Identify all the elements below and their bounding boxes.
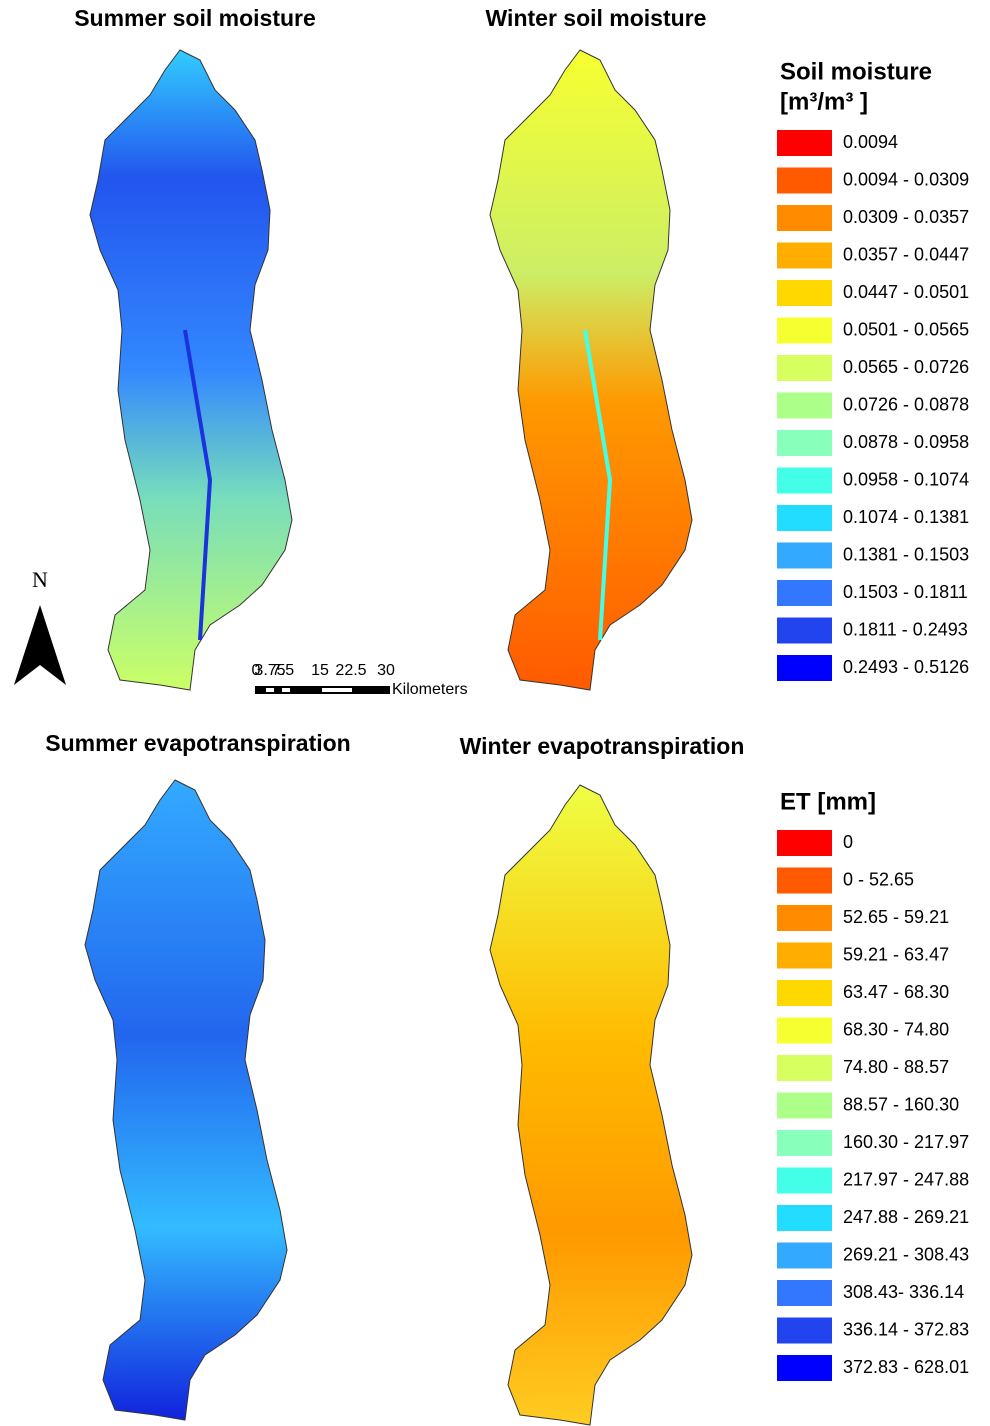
scale-label: 15 xyxy=(311,662,329,679)
legend-label: 0.0094 - 0.0309 xyxy=(843,169,969,189)
legend-label: 0.0357 - 0.0447 xyxy=(843,244,969,264)
legend-swatch xyxy=(777,280,832,306)
scale-unit: Kilometers xyxy=(392,681,468,698)
legend-label: 269.21 - 308.43 xyxy=(843,1244,969,1264)
legend-label: 0.2493 - 0.5126 xyxy=(843,657,969,677)
panel-title: Winter soil moisture xyxy=(486,5,707,31)
legend-label: 0.1381 - 0.1503 xyxy=(843,544,969,564)
legend-swatch xyxy=(777,1130,832,1156)
legend-swatch xyxy=(777,980,832,1006)
legend-label: 308.43- 336.14 xyxy=(843,1282,964,1302)
legend-label: 0.0309 - 0.0357 xyxy=(843,207,969,227)
legend-swatch xyxy=(777,617,832,644)
legend-swatch xyxy=(777,430,832,456)
legend-swatch xyxy=(777,1017,832,1044)
legend-label: 0 - 52.65 xyxy=(843,869,914,889)
legend-label: 0.0094 xyxy=(843,132,898,152)
basin-map xyxy=(84,779,288,1421)
legend-swatch xyxy=(777,242,832,269)
legend-swatch xyxy=(777,505,832,531)
river xyxy=(583,329,613,641)
panel-title: Summer evapotranspiration xyxy=(45,730,350,756)
scale-label: 30 xyxy=(377,662,395,679)
north-arrow xyxy=(14,605,66,685)
scale-label: 22.5 xyxy=(335,662,366,679)
legend-label: 52.65 - 59.21 xyxy=(843,907,949,927)
scale-label: 7.5 xyxy=(272,662,294,679)
legend-swatch xyxy=(777,1055,832,1081)
legend-label: 0.0726 - 0.0878 xyxy=(843,394,969,414)
legend-swatch xyxy=(777,1280,832,1306)
legend-swatch xyxy=(777,1167,832,1194)
scale-bar xyxy=(255,686,390,694)
panel-title: Winter evapotranspiration xyxy=(460,733,745,759)
legend-label: 217.97 - 247.88 xyxy=(843,1169,969,1189)
legend-label: 0 xyxy=(843,832,853,852)
legend-subtitle: [m³/m³ ] xyxy=(780,88,868,115)
legend-swatch xyxy=(777,542,832,569)
river xyxy=(183,329,213,641)
legend-title: ET [mm] xyxy=(780,788,876,815)
legend-swatch xyxy=(777,1242,832,1269)
legend-swatch xyxy=(777,830,832,856)
legend-swatch xyxy=(777,467,832,494)
legend-label: 247.88 - 269.21 xyxy=(843,1207,969,1227)
legend-swatch xyxy=(777,130,832,156)
legend-swatch xyxy=(777,167,832,194)
legend-swatch xyxy=(777,355,832,381)
legend-label: 0.1811 - 0.2493 xyxy=(843,619,968,639)
legend-label: 372.83 - 628.01 xyxy=(843,1357,969,1377)
legend-label: 0.1503 - 0.1811 xyxy=(843,582,968,602)
legend-swatch xyxy=(777,1355,832,1381)
legend-label: 0.0447 - 0.0501 xyxy=(843,282,969,302)
legend-swatch xyxy=(777,205,832,231)
basin-map xyxy=(489,784,693,1426)
legend-swatch xyxy=(777,905,832,931)
legend-label: 0.0878 - 0.0958 xyxy=(843,432,969,452)
scale-label: 0 xyxy=(252,662,261,679)
legend-label: 0.1074 - 0.1381 xyxy=(843,507,969,527)
legend-label: 336.14 - 372.83 xyxy=(843,1319,969,1339)
legend-swatch xyxy=(777,1317,832,1344)
legend-label: 74.80 - 88.57 xyxy=(843,1057,949,1077)
legend-label: 0.0501 - 0.0565 xyxy=(843,319,969,339)
legend-swatch xyxy=(777,1092,832,1119)
legend-swatch xyxy=(777,392,832,419)
north-label: N xyxy=(32,567,48,592)
legend-swatch xyxy=(777,580,832,606)
legend-swatch xyxy=(777,867,832,894)
legend-swatch xyxy=(777,317,832,344)
panel-title: Summer soil moisture xyxy=(74,5,316,31)
legend-label: 63.47 - 68.30 xyxy=(843,982,949,1002)
legend-label: 59.21 - 63.47 xyxy=(843,944,949,964)
legend-swatch xyxy=(777,942,832,969)
legend-label: 160.30 - 217.97 xyxy=(843,1132,969,1152)
legend-title: Soil moisture xyxy=(780,58,932,85)
legend-label: 0.0565 - 0.0726 xyxy=(843,357,969,377)
legend-label: 88.57 - 160.30 xyxy=(843,1094,959,1114)
legend-label: 0.0958 - 0.1074 xyxy=(843,469,969,489)
legend-label: 68.30 - 74.80 xyxy=(843,1019,949,1039)
legend-swatch xyxy=(777,655,832,681)
scale-label: 3.75 xyxy=(254,662,285,679)
legend-swatch xyxy=(777,1205,832,1231)
